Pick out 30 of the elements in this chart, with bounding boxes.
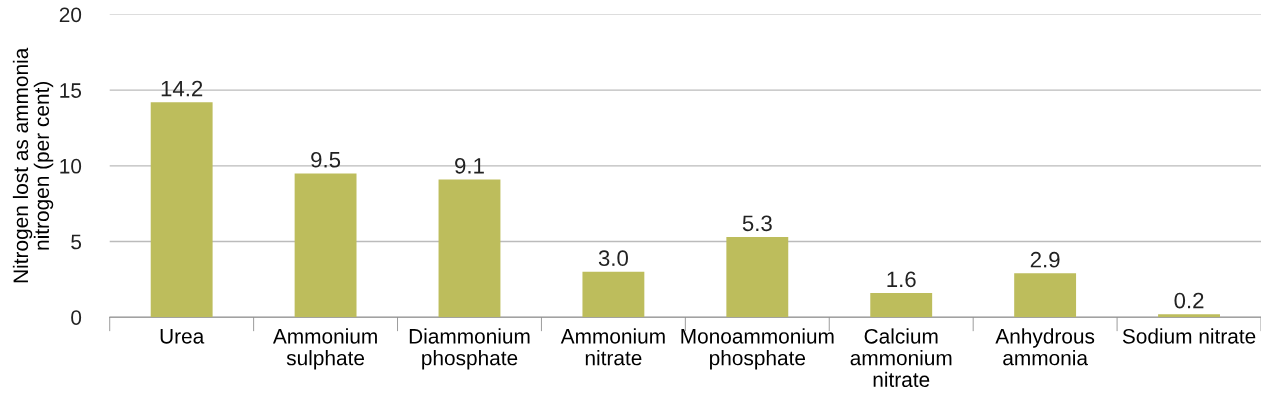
x-tick-label: Anhydrous ammonia xyxy=(995,328,1095,366)
y-axis-title: Nitrogen lost as ammonia nitrogen (per cent) xyxy=(12,47,54,283)
x-tick-label: Ammonium nitrate xyxy=(560,328,665,366)
data-label: 2.9 xyxy=(1030,251,1060,268)
bar xyxy=(1158,314,1220,318)
x-tick-label: Diammonium phosphate xyxy=(409,328,530,370)
data-label: 3.0 xyxy=(598,250,628,267)
bar xyxy=(1014,273,1077,318)
bar xyxy=(582,271,645,318)
bar xyxy=(870,293,933,318)
bar xyxy=(150,102,213,318)
bar xyxy=(294,173,357,318)
bar xyxy=(726,236,789,318)
data-label: 5.3 xyxy=(742,215,772,232)
x-tick-label: Monoammonium phosphate xyxy=(681,328,834,370)
x-tick-label: Urea xyxy=(160,329,205,344)
x-tick-label: Ammonium sulphate xyxy=(272,328,377,370)
x-tick-label: Calcium ammonium nitrate xyxy=(850,328,952,388)
data-label: 14.2 xyxy=(161,80,203,97)
y-tick-label: 15 xyxy=(60,83,82,98)
y-tick-label: 10 xyxy=(60,158,82,174)
x-tick-label: Sodium nitrate xyxy=(1122,328,1256,344)
data-label: 0.2 xyxy=(1174,292,1204,309)
bar xyxy=(438,179,501,318)
y-tick-label: 5 xyxy=(71,234,82,250)
y-tick-label: 0 xyxy=(71,310,82,325)
data-label: 9.5 xyxy=(311,151,341,168)
y-tick-label: 20 xyxy=(59,7,82,23)
data-label: 9.1 xyxy=(455,157,484,174)
data-label: 1.6 xyxy=(887,271,916,288)
